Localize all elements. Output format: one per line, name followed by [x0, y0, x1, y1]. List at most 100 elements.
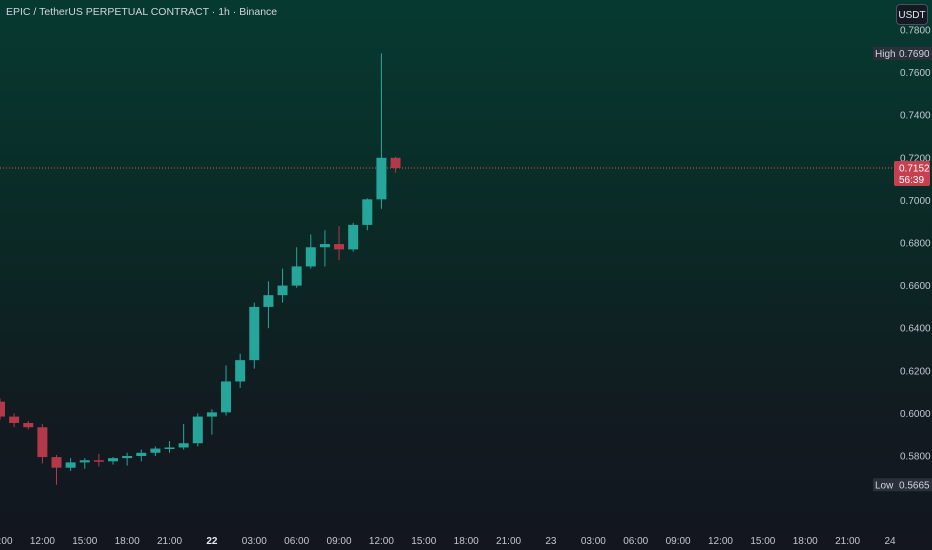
candle-body [376, 157, 387, 200]
time-tick-label: 18:00 [793, 536, 818, 547]
candle-up[interactable] [122, 452, 133, 466]
last-price-value: 0.7152 [899, 164, 930, 175]
price-tick-label: 0.7600 [900, 68, 931, 79]
candle-body [334, 244, 345, 250]
last-price-tag-bg [894, 161, 930, 187]
candle-up[interactable] [249, 302, 260, 369]
high-tag-label: High [875, 49, 896, 60]
candle-up[interactable] [136, 449, 147, 462]
candle-up[interactable] [221, 365, 232, 416]
candle-down[interactable] [390, 156, 401, 173]
candle-up[interactable] [235, 353, 246, 388]
candle-up[interactable] [206, 409, 217, 435]
candle-body [263, 295, 274, 307]
candle-down[interactable] [37, 424, 48, 464]
low-tag-value: 0.5665 [899, 480, 930, 491]
candle-body [136, 452, 147, 456]
candle-down[interactable] [93, 453, 104, 467]
candles [0, 53, 401, 485]
candle-body [235, 360, 246, 382]
price-tick-label: 0.6800 [900, 239, 931, 250]
low-tag-label-bg [873, 478, 896, 492]
time-tick-label: 18:00 [454, 536, 479, 547]
candle-body [9, 416, 20, 423]
price-tick-label: 0.6600 [900, 281, 931, 292]
currency-button[interactable]: USDT [896, 4, 928, 25]
candle-body [192, 416, 203, 444]
price-tick-label: 0.6200 [900, 366, 931, 377]
candle-body [277, 285, 288, 296]
price-tick-label: 0.7400 [900, 111, 931, 122]
candle-up[interactable] [150, 446, 161, 456]
time-tick-label: 21:00 [157, 536, 182, 547]
time-tick-label: 22 [206, 536, 218, 547]
candle-body [164, 447, 175, 449]
time-tick-label: 23 [545, 536, 557, 547]
candle-down[interactable] [334, 225, 345, 261]
high-tag-value: 0.7690 [899, 49, 930, 60]
time-axis[interactable]: 09:00 12:00 15:00 18:00 21:00 22 03:00 06:00 09:… [0, 536, 896, 547]
candle-down[interactable] [51, 454, 62, 485]
price-tick-label: 0.7000 [900, 196, 931, 207]
low-tag-value-bg [896, 478, 932, 492]
candle-up[interactable] [192, 413, 203, 447]
candle-up[interactable] [65, 458, 76, 471]
candle-body [23, 422, 34, 428]
time-tick-label: 06:00 [284, 536, 309, 547]
chart-title: EPIC / TetherUS PERPETUAL CONTRACT · 1h … [6, 6, 278, 18]
candle-up[interactable] [164, 441, 175, 453]
candle-up[interactable] [263, 281, 274, 329]
candle-body [178, 443, 189, 448]
candle-up[interactable] [348, 222, 359, 252]
candle-up[interactable] [291, 247, 302, 288]
candle-down[interactable] [9, 413, 20, 428]
candle-countdown: 56:39 [899, 175, 924, 186]
candle-body [291, 266, 302, 286]
time-tick-label: 03:00 [581, 536, 606, 547]
price-tick-label: 0.6400 [900, 324, 931, 335]
candle-up[interactable] [178, 424, 189, 450]
low-tag-label: Low [875, 480, 894, 491]
candle-body [362, 199, 373, 225]
candle-up[interactable] [376, 53, 387, 209]
time-tick-label: 12:00 [30, 536, 55, 547]
time-tick-label: 24 [884, 536, 896, 547]
time-tick-label: 09:00 [327, 536, 352, 547]
candle-up[interactable] [277, 268, 288, 303]
candle-up[interactable] [319, 230, 330, 267]
price-axis[interactable]: 0.7800 0.7600 0.7400 0.7200 0.7000 0.6800 0.66… [900, 26, 931, 463]
price-tick-label: 0.5800 [900, 452, 931, 463]
candle-body [0, 401, 5, 417]
candle-body [108, 458, 119, 462]
time-tick-label: 09:00 [666, 536, 691, 547]
candle-down[interactable] [23, 420, 34, 430]
price-tick-label: 0.7800 [900, 26, 931, 37]
time-tick-label: 06:00 [623, 536, 648, 547]
candle-body [79, 460, 90, 463]
candle-up[interactable] [79, 458, 90, 469]
candle-down[interactable] [0, 398, 5, 420]
candle-body [348, 224, 359, 250]
time-tick-label: 03:00 [242, 536, 267, 547]
time-tick-label: 18:00 [115, 536, 140, 547]
candle-body [390, 157, 401, 169]
price-tick-label: 0.6000 [900, 409, 931, 420]
candle-up[interactable] [305, 234, 316, 269]
candle-up[interactable] [108, 457, 119, 465]
candle-body [93, 460, 104, 462]
high-tag: High 0.7690 [873, 46, 932, 60]
time-tick-label: 21:00 [835, 536, 860, 547]
candle-body [221, 381, 232, 413]
price-tick-label: 0.7200 [900, 153, 931, 164]
time-tick-label: 21:00 [496, 536, 521, 547]
candle-body [206, 412, 217, 417]
time-tick-label: 15:00 [750, 536, 775, 547]
candle-up[interactable] [362, 198, 373, 231]
candle-body [150, 448, 161, 453]
candle-body [65, 462, 76, 468]
time-tick-label: 12:00 [708, 536, 733, 547]
candle-body [319, 244, 330, 248]
